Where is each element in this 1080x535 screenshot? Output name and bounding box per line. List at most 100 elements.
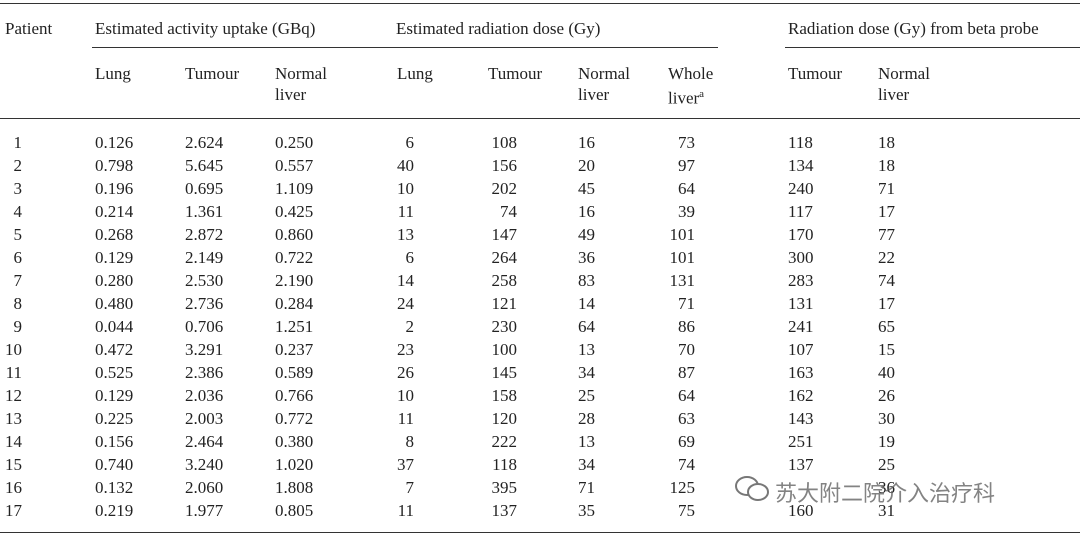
- cell: 25: [578, 386, 595, 405]
- cell: 2: [405, 317, 415, 336]
- patient-header: Patient: [5, 19, 53, 38]
- cell: 264: [491, 248, 518, 267]
- cell: 230: [491, 317, 518, 336]
- cell: 8: [405, 432, 415, 451]
- cell: 40: [397, 156, 414, 175]
- cell: 0.589: [275, 363, 314, 382]
- cell: 107: [788, 340, 814, 359]
- cell: 10: [397, 179, 414, 198]
- cell: 2.624: [185, 133, 224, 152]
- cell: 87: [678, 363, 695, 382]
- cell: 7: [405, 478, 415, 497]
- cell: 0.214: [95, 202, 134, 221]
- cell: 0.425: [275, 202, 314, 221]
- cell: 0.284: [275, 294, 314, 313]
- cell: 300: [788, 248, 814, 267]
- patient-id: 13: [5, 409, 22, 428]
- cell: 39: [678, 202, 695, 221]
- cell: 34: [578, 455, 595, 474]
- cell: 241: [788, 317, 814, 336]
- header-rule: [0, 118, 1080, 119]
- cell: 22: [878, 248, 895, 267]
- patient-id: 14: [5, 432, 22, 451]
- cell: 97: [678, 156, 695, 175]
- cell: 395: [491, 478, 518, 497]
- cell: 1.808: [275, 478, 314, 497]
- cell: 40: [878, 363, 895, 382]
- patient-id: 2: [13, 156, 23, 175]
- cell: 23: [397, 340, 414, 359]
- patient-id: 11: [5, 363, 22, 382]
- group-rule: [785, 47, 1080, 48]
- cell: 70: [678, 340, 695, 359]
- cell: 71: [578, 478, 595, 497]
- cell: 0.219: [95, 501, 134, 520]
- cell: 158: [491, 386, 518, 405]
- cell: 16: [578, 133, 595, 152]
- cell: 0.280: [95, 271, 134, 290]
- watermark-icon: [735, 476, 769, 501]
- patient-id: 16: [5, 478, 22, 497]
- cell: 0.772: [275, 409, 314, 428]
- patient-id: 17: [5, 501, 22, 520]
- cell: 0.798: [95, 156, 134, 175]
- cell: 19: [878, 432, 895, 451]
- cell: 100: [491, 340, 518, 359]
- sub-header: Normal liver: [275, 64, 327, 104]
- cell: 0.268: [95, 225, 134, 244]
- cell: 1.977: [185, 501, 224, 520]
- cell: 77: [878, 225, 895, 244]
- cell: 163: [788, 363, 814, 382]
- cell: 10: [397, 386, 414, 405]
- cell: 0.706: [185, 317, 224, 336]
- cell: 75: [678, 501, 695, 520]
- cell: 160: [788, 501, 814, 520]
- cell: 222: [491, 432, 518, 451]
- cell: 36: [578, 248, 595, 267]
- cell: 6: [405, 133, 415, 152]
- cell: 0.044: [95, 317, 134, 336]
- cell: 2.003: [185, 409, 224, 428]
- cell: 258: [491, 271, 518, 290]
- sub-header: Tumour: [788, 64, 843, 83]
- cell: 0.129: [95, 248, 134, 267]
- cell: 0.557: [275, 156, 314, 175]
- patient-id: 7: [13, 271, 23, 290]
- cell: 283: [788, 271, 814, 290]
- group-header: Estimated radiation dose (Gy): [396, 19, 601, 38]
- cell: 0.156: [95, 432, 134, 451]
- cell: 49: [578, 225, 595, 244]
- cell: 11: [397, 409, 414, 428]
- cell: 1.020: [275, 455, 314, 474]
- group-header: Estimated activity uptake (GBq): [95, 19, 316, 38]
- cell: 0.380: [275, 432, 314, 451]
- cell: 86: [678, 317, 695, 336]
- cell: 69: [678, 432, 695, 451]
- cell: 28: [578, 409, 595, 428]
- patient-id: 1: [13, 133, 23, 152]
- patient-id: 12: [5, 386, 22, 405]
- cell: 26: [878, 386, 895, 405]
- cell: 2.530: [185, 271, 224, 290]
- bottom-rule: [0, 532, 1080, 533]
- cell: 11: [397, 501, 414, 520]
- cell: 14: [397, 271, 414, 290]
- cell: 45: [578, 179, 595, 198]
- cell: 2.060: [185, 478, 224, 497]
- patient-id: 6: [13, 248, 23, 267]
- cell: 108: [491, 133, 518, 152]
- cell: 251: [788, 432, 814, 451]
- cell: 13: [578, 340, 595, 359]
- cell: 31: [878, 501, 895, 520]
- cell: 125: [669, 478, 696, 497]
- cell: 162: [788, 386, 814, 405]
- cell: 101: [669, 248, 696, 267]
- cell: 2.464: [185, 432, 224, 451]
- cell: 156: [491, 156, 518, 175]
- cell: 13: [578, 432, 595, 451]
- cell: 71: [878, 179, 895, 198]
- cell: 17: [878, 202, 895, 221]
- cell: 18: [878, 133, 895, 152]
- cell: 2.190: [275, 271, 314, 290]
